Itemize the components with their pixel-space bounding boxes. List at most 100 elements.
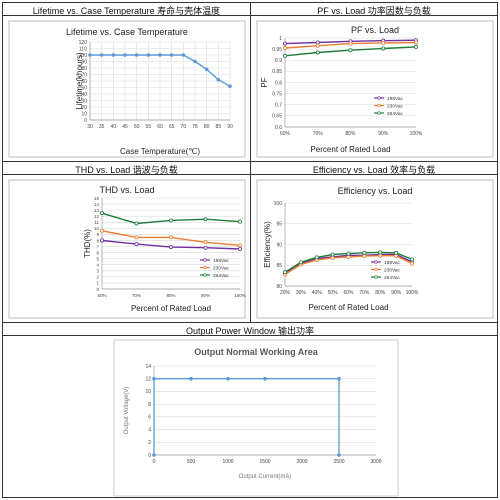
thd-ytick-label: 7 [96, 244, 99, 249]
thd-ytick-label: 6 [96, 250, 99, 255]
eff-point [346, 254, 351, 259]
eff-point [378, 250, 383, 255]
header-opw: Output Power Window 输出功率 [185, 326, 315, 336]
pf-ytick-label: 0.6 [275, 125, 282, 131]
pf-xtick-label: 100% [410, 131, 423, 137]
pf-xtick-label: 80% [345, 131, 356, 137]
pf-legend-marker [377, 96, 381, 100]
pf-point [413, 44, 418, 49]
thd-ytick-label: 14 [94, 202, 100, 207]
header-pf: PF vs. Load 功率因数与负载 [317, 6, 431, 16]
pf-ytick-label: 0.75 [272, 91, 282, 97]
opw-ytick-label: 12 [145, 377, 151, 383]
eff-point [362, 250, 367, 255]
eff-ytick-label: 80 [276, 284, 282, 290]
lifetime-point [146, 53, 151, 57]
opw-point [263, 376, 267, 381]
cell-opw [2, 322, 498, 498]
eff-xtick-label: 60% [343, 290, 354, 296]
opw-xtick-label: 3000 [370, 459, 381, 465]
lifetime-ytick-label: 0 [84, 118, 87, 124]
thd-ytick-label: 10 [94, 226, 100, 231]
pf-point [315, 43, 320, 48]
lifetime-xtick-label: 45 [122, 124, 128, 130]
lifetime-point [111, 53, 116, 57]
thd-point [168, 218, 173, 223]
thd-xtick-label: 100% [234, 293, 246, 298]
lifetime-point [228, 84, 232, 88]
lifetime-ytick-label: 70 [81, 72, 87, 78]
header-thd: THD vs. Load 谐波与负载 [75, 165, 178, 175]
opw-chart-frame [113, 339, 399, 497]
thd-point [168, 235, 173, 240]
pf-ytick-label: 1 [279, 36, 282, 42]
lifetime-point [169, 53, 174, 57]
thd-ytick-label: 15 [94, 196, 100, 201]
pf-ytick-label: 0.7 [275, 103, 282, 109]
opw-xtick-label: 2500 [333, 459, 344, 465]
eff-ytick-label: 85 [276, 263, 282, 269]
thd-legend-marker [203, 273, 207, 277]
lifetime-title: Lifetime vs. Case Temperature [66, 27, 188, 37]
thd-point [168, 245, 173, 250]
opw-point [152, 376, 156, 381]
opw-ylabel: Output Voltage(V) [124, 387, 130, 435]
thd-ytick-label: 0 [96, 287, 99, 292]
lifetime-xtick-label: 65 [169, 124, 175, 130]
lifetime-ytick-label: 30 [81, 98, 87, 104]
opw-ytick-label: 8 [148, 402, 151, 408]
thd-legend-label: 230Vac [213, 265, 230, 271]
thd-point [134, 221, 139, 226]
lifetime-xtick-label: 35 [99, 124, 105, 130]
lifetime-ylabel: Lifetime(khours) [75, 52, 84, 110]
thd-ytick-label: 11 [94, 220, 99, 225]
eff-legend-marker [374, 260, 378, 264]
lifetime-chart-frame [8, 20, 246, 158]
opw-xtick-label: 0 [153, 459, 156, 465]
opw-ytick-label: 4 [148, 427, 151, 433]
eff-title: Efficiency vs. Load [338, 186, 413, 196]
eff-point [394, 250, 399, 255]
eff-ytick-label: 90 [276, 242, 282, 248]
eff-xtick-label: 50% [328, 290, 339, 296]
lifetime-ytick-label: 60 [81, 79, 87, 85]
lifetime-ytick-label: 120 [79, 40, 88, 46]
pf-point [282, 53, 287, 58]
eff-chart: Efficiency vs. Load 80 85 90 95 100 20% 30% 40% 5… [256, 179, 494, 319]
header-lifetime: Lifetime vs. Case Temperature 寿命与壳体温度 [32, 6, 221, 16]
thd-title: THD vs. Load [99, 185, 154, 195]
pf-ytick-label: 0.85 [272, 69, 282, 75]
thd-xtick-label: 80% [166, 293, 175, 298]
opw-ytick-label: 14 [145, 364, 151, 370]
eff-chart-frame [256, 179, 494, 319]
opw-point [337, 453, 341, 457]
lifetime-xtick-label: 75 [192, 124, 198, 130]
thd-point [100, 238, 105, 243]
thd-legend-label: 198Vac [213, 258, 230, 264]
pf-point [348, 48, 353, 53]
thd-point [203, 217, 208, 222]
thd-ytick-label: 1 [96, 281, 99, 286]
opw-ytick-label: 0 [148, 453, 151, 459]
pf-legend-marker [377, 111, 381, 115]
eff-point [330, 252, 335, 257]
eff-point [314, 255, 319, 260]
lifetime-point [99, 53, 104, 57]
pf-xlabel: Percent of Rated Load [310, 145, 390, 154]
pf-title: PF vs. Load [351, 25, 399, 35]
opw-chart: Output Normal Working Area 0 2 4 6 8 10 12 14 0 50… [113, 339, 399, 497]
thd-ytick-label: 8 [96, 238, 99, 243]
lifetime-point [123, 53, 127, 57]
thd-legend-marker [203, 258, 207, 262]
thd-point [237, 246, 242, 251]
eff-xtick-label: 20% [280, 290, 291, 296]
pf-ytick-label: 0.95 [272, 47, 282, 53]
lifetime-ytick-label: 110 [79, 46, 87, 52]
opw-title: Output Normal Working Area [194, 347, 319, 357]
eff-legend-marker [374, 267, 378, 272]
lifetime-ytick-label: 10 [81, 111, 87, 117]
lifetime-ytick-label: 90 [81, 59, 87, 65]
thd-point [203, 245, 208, 250]
eff-point [409, 257, 414, 262]
eff-xtick-label: 100% [406, 290, 419, 296]
